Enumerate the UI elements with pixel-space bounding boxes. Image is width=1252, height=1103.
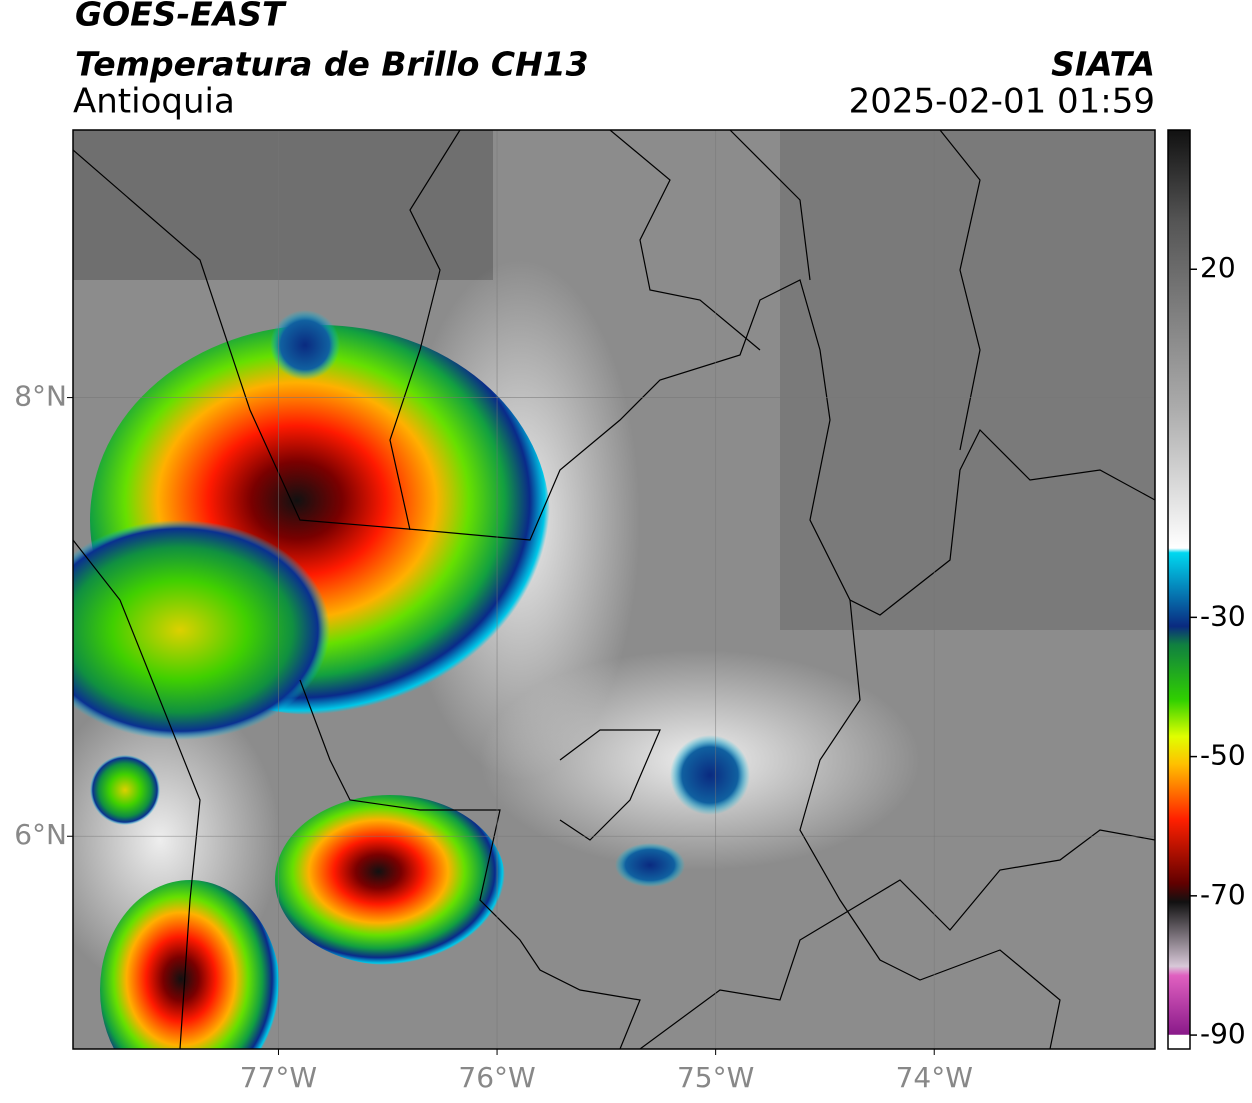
x-tick-label: 75°W — [677, 1061, 754, 1094]
graticule — [73, 130, 1155, 1049]
y-tick-label: 8°N — [14, 380, 67, 413]
map-frame — [72, 129, 1156, 1050]
x-tick-label: 76°W — [458, 1061, 535, 1094]
x-tick-label: 74°W — [896, 1061, 973, 1094]
x-tick-label: 77°W — [240, 1061, 317, 1094]
colorbar-tick-label: -30 — [1200, 599, 1246, 632]
datetime: 2025-02-01 01:59 — [849, 82, 1155, 122]
colorbar-tick-label: -50 — [1200, 739, 1246, 772]
subtitle: Temperatura de Brillo CH13 — [75, 45, 589, 84]
title: GOES-EAST — [75, 0, 287, 34]
colorbar-tick-label: 20 — [1200, 251, 1236, 284]
colorbar-tick-label: -70 — [1200, 878, 1246, 911]
source: SIATA — [1051, 45, 1155, 84]
colorbar — [1167, 129, 1191, 1050]
colorbar-tick-label: -90 — [1200, 1017, 1246, 1050]
region: Antioquia — [73, 82, 235, 122]
satellite-image — [73, 130, 1155, 1049]
y-tick-label: 6°N — [14, 818, 67, 851]
